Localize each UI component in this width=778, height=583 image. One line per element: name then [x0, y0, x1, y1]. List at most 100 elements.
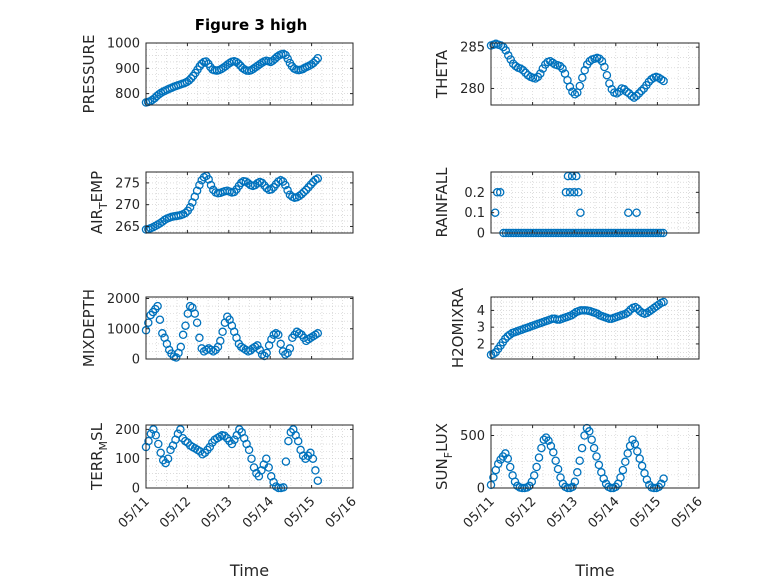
data-point	[186, 74, 196, 83]
axes-box	[145, 42, 354, 106]
data-point	[656, 479, 666, 489]
data-point	[585, 56, 594, 66]
data-point	[569, 188, 579, 197]
x-tick-label: 05/16	[669, 494, 706, 531]
data-point	[281, 457, 291, 466]
data-point	[283, 54, 292, 63]
axes-box	[490, 42, 700, 106]
data-point	[285, 344, 295, 353]
y-tick-label: 100	[115, 452, 140, 467]
data-point	[495, 188, 505, 197]
data-point	[518, 66, 528, 75]
data-point	[534, 453, 544, 462]
data-point	[503, 454, 513, 463]
data-point	[298, 64, 308, 74]
data-point	[257, 350, 267, 359]
y-tick-label: 1000	[107, 37, 140, 52]
data-point	[313, 329, 323, 338]
data-point	[146, 429, 156, 439]
data-point	[565, 188, 575, 197]
data-point	[279, 483, 288, 492]
data-point	[206, 180, 216, 190]
data-point	[297, 189, 306, 199]
data-point	[551, 456, 560, 465]
y-tick-label: 285	[460, 41, 485, 56]
data-point	[171, 353, 181, 362]
data-point	[600, 62, 609, 72]
data-point	[269, 330, 278, 340]
x-tick-label: 05/13	[199, 494, 236, 531]
y-tick-label: 900	[115, 62, 140, 77]
data-point	[311, 330, 320, 340]
data-point	[216, 336, 225, 346]
data-point	[659, 474, 668, 483]
data-point	[313, 53, 323, 63]
data-point	[501, 449, 510, 458]
y-axis-label: H2OMIXRA	[449, 287, 467, 368]
plot-area	[491, 425, 699, 488]
data-point	[184, 76, 194, 85]
data-point	[630, 439, 640, 449]
data-point	[293, 436, 303, 446]
data-point	[575, 81, 585, 91]
x-tick-label: 05/15	[281, 494, 318, 531]
data-point	[644, 77, 654, 87]
data-point	[230, 435, 239, 444]
data-point	[281, 180, 290, 190]
data-point	[195, 180, 204, 190]
data-point	[262, 348, 271, 358]
y-tick-label: 4	[477, 304, 485, 319]
data-point	[304, 183, 313, 192]
data-point	[544, 436, 553, 446]
x-tick-label: 05/13	[544, 494, 581, 531]
data-point	[548, 58, 557, 68]
data-point	[284, 436, 293, 446]
data-point	[589, 443, 599, 453]
data-point	[501, 46, 511, 55]
panel-mixdepth: 0 1000 2000 MIXDEPTH	[80, 289, 354, 368]
data-point	[195, 333, 204, 343]
panel-pressure: 800 900 1000 PRESSURE	[80, 35, 354, 113]
data-point	[558, 64, 567, 73]
data-point	[144, 318, 153, 327]
data-point	[578, 73, 587, 82]
x-tick-label: 05/15	[627, 494, 664, 531]
y-axis-label: TERRMSL	[88, 422, 110, 491]
data-point	[311, 466, 320, 475]
data-point	[269, 477, 278, 487]
data-point	[632, 91, 641, 101]
axes-box	[145, 171, 354, 234]
data-point	[262, 454, 271, 463]
y-tick-label: 265	[115, 220, 140, 235]
data-point	[309, 58, 318, 68]
data-point	[568, 482, 577, 492]
data-point	[633, 447, 642, 456]
data-point	[218, 327, 227, 337]
y-tick-label: 0	[132, 353, 140, 368]
data-point	[192, 318, 202, 327]
panel-terr_msl: 0 100 200 05/11 05/12 05/13 05/14 05/15 05/16 Tim…	[88, 422, 360, 580]
y-tick-label: 275	[115, 176, 140, 191]
data-point	[621, 309, 631, 319]
axes-box	[145, 424, 354, 489]
y-tick-label: 200	[115, 423, 140, 438]
data-point	[621, 457, 630, 467]
data-point	[281, 350, 290, 359]
axes-box	[490, 424, 700, 489]
data-point	[216, 64, 226, 74]
data-point	[176, 425, 185, 434]
panel-rainfall: 0 0.1 0.2 RAINFALL	[433, 167, 700, 242]
data-point	[536, 69, 545, 78]
data-point	[264, 463, 273, 472]
data-point	[158, 329, 167, 338]
data-point	[176, 342, 186, 352]
x-tick-label: 05/16	[323, 494, 360, 531]
data-point	[190, 309, 200, 318]
data-point	[225, 58, 235, 68]
data-point	[311, 56, 320, 65]
data-point	[267, 335, 276, 344]
data-point	[570, 477, 580, 486]
data-point	[642, 475, 652, 484]
y-axis-label: MIXDEPTH	[80, 289, 98, 367]
